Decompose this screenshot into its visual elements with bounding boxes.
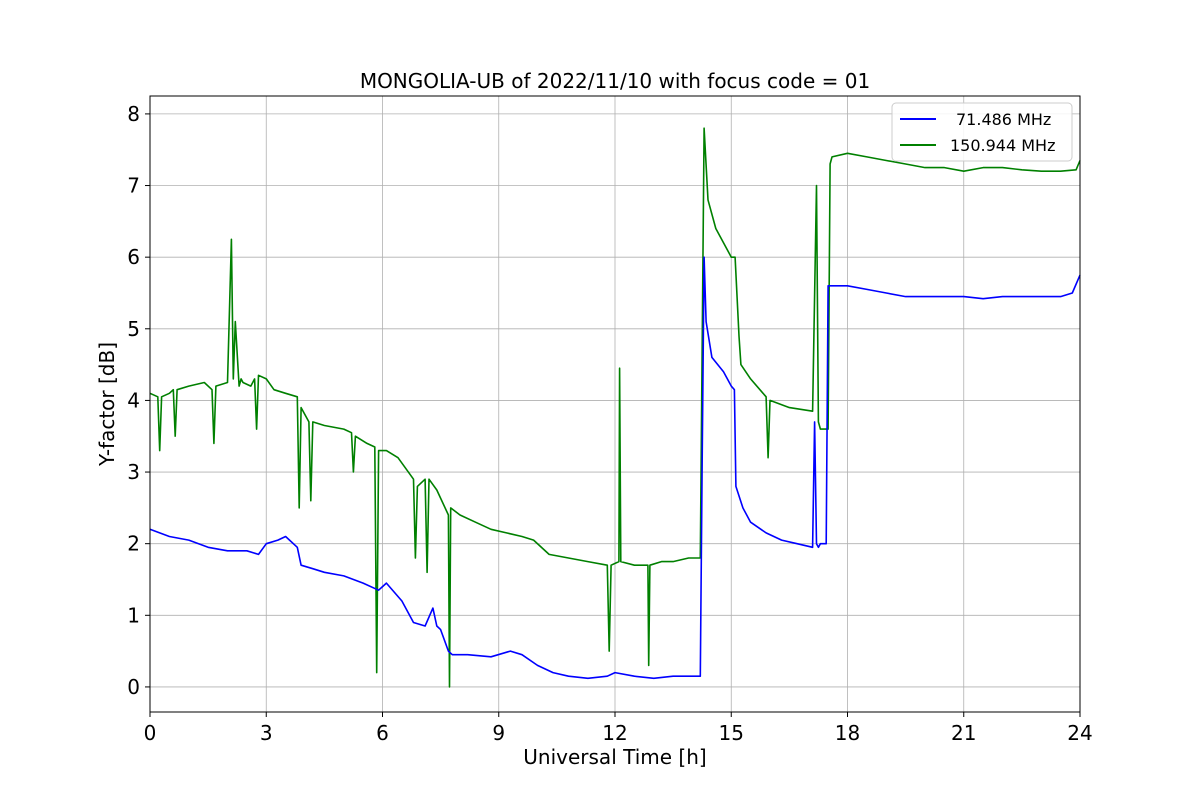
x-tick-label: 15 [719, 721, 744, 745]
grid-lines [149, 96, 1081, 712]
y-tick-label: 8 [127, 102, 140, 126]
y-tick-label: 3 [127, 460, 140, 484]
legend-box [891, 102, 1073, 162]
x-axis-title: Universal Time [h] [523, 745, 706, 769]
x-tick-label: 9 [492, 721, 505, 745]
series-line-71mhz [149, 256, 1081, 680]
x-tick-label: 12 [602, 721, 627, 745]
y-tick-label: 4 [127, 388, 140, 412]
legend-label-71mhz: 71.486 MHz [956, 110, 1051, 129]
x-tick-label: 24 [1067, 721, 1092, 745]
y-tick-label: 1 [127, 603, 140, 627]
y-axis: 0 1 2 3 4 5 6 7 8 [127, 102, 150, 699]
chart-title: MONGOLIA-UB of 2022/11/10 with focus cod… [360, 69, 870, 93]
x-tick-label: 18 [835, 721, 860, 745]
x-tick-label: 6 [376, 721, 389, 745]
legend: 71.486 MHz 150.944 MHz [891, 102, 1073, 162]
series-line-150mhz [149, 127, 1081, 688]
x-tick-label: 3 [260, 721, 273, 745]
x-tick-label: 21 [951, 721, 976, 745]
plot-area [149, 127, 1081, 688]
y-tick-label: 6 [127, 245, 140, 269]
y-tick-label: 7 [127, 174, 140, 198]
y-tick-label: 5 [127, 317, 140, 341]
x-axis: 0 3 6 9 12 15 18 21 24 [144, 712, 1093, 745]
y-tick-label: 0 [127, 675, 140, 699]
y-tick-label: 2 [127, 532, 140, 556]
y-axis-title: Y-factor [dB] [95, 342, 119, 467]
x-tick-label: 0 [144, 721, 157, 745]
legend-label-150mhz: 150.944 MHz [950, 136, 1055, 155]
